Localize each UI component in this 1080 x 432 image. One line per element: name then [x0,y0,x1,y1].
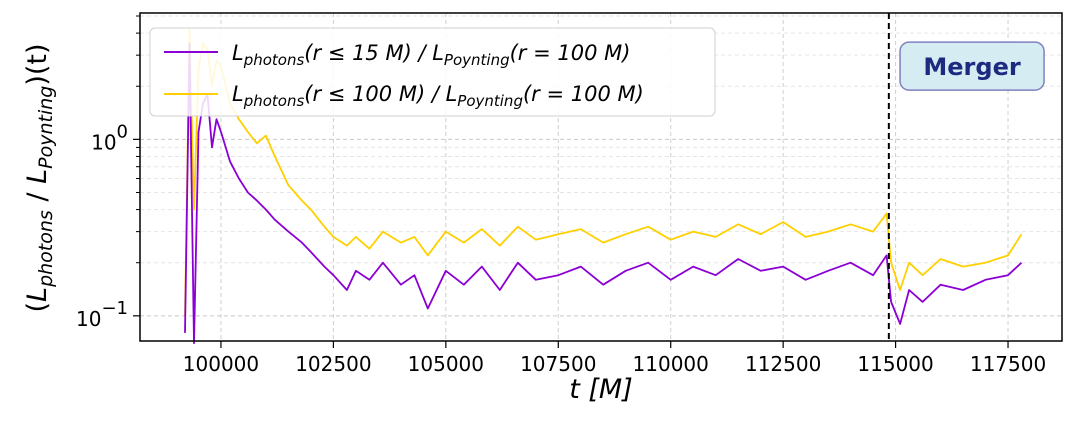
x-axis-label: t [M] [569,374,633,405]
y-axis-label: (Lphotons / LPoynting)(t) [22,43,57,312]
x-tick-label-0: 100000 [183,352,259,376]
x-tick-label-3: 107500 [520,352,596,376]
y-label-s2: Poynting [35,86,57,169]
legend-2-l: L [232,82,244,106]
series-line-1 [184,42,1023,345]
legend-1-range: (r ≤ 15 M) / [304,41,432,65]
y-axis-ticks: 100 10−1 [76,15,140,331]
y-label-l2: L [22,169,53,184]
y-tick-label-0: 100 [91,121,128,154]
legend: Lphotons(r ≤ 15 M) / LPoynting(r = 100 M… [149,27,716,117]
legend-2-sub: photons [243,92,305,110]
x-tick-label-6: 115000 [857,352,933,376]
legend-2-den: L [446,82,458,106]
legend-label-series-2: Lphotons(r ≤ 100 M) / LPoynting(r = 100 … [232,82,644,110]
x-tick-label-2: 105000 [408,352,484,376]
legend-1-den-range: (r = 100 M) [510,41,631,65]
y-label-l1: L [22,287,53,302]
y-label-close: )(t) [22,43,53,85]
x-tick-label-7: 117500 [970,352,1046,376]
legend-1-sub: photons [243,51,305,69]
x-tick-label-4: 110000 [633,352,709,376]
plot-frame [139,12,1063,342]
merger-annotation: Merger [899,41,1045,91]
x-tick-label-1: 102500 [295,352,371,376]
y-label-open: ( [22,302,53,313]
legend-1-den-sub: Poynting [444,51,510,69]
legend-1-l: L [232,41,244,65]
legend-2-den-range: (r = 100 M) [523,82,644,106]
merger-box [899,41,1045,91]
x-axis-ticks: 100000 102500 105000 107500 110000 112500 1150… [183,341,1046,376]
legend-2-den-sub: Poynting [457,92,523,110]
y-label-slash: / [22,184,53,210]
legend-2-range: (r ≤ 100 M) / [304,82,445,106]
legend-1-den: L [432,41,444,65]
merger-label: Merger [923,53,1020,81]
y-tick-label-1: 10−1 [76,298,128,331]
grid-lines [140,13,1062,341]
x-tick-label-5: 112500 [745,352,821,376]
legend-label-series-1: Lphotons(r ≤ 15 M) / LPoynting(r = 100 M… [232,41,630,69]
y-label-s1: photons [35,210,57,288]
legend-box [149,27,716,117]
